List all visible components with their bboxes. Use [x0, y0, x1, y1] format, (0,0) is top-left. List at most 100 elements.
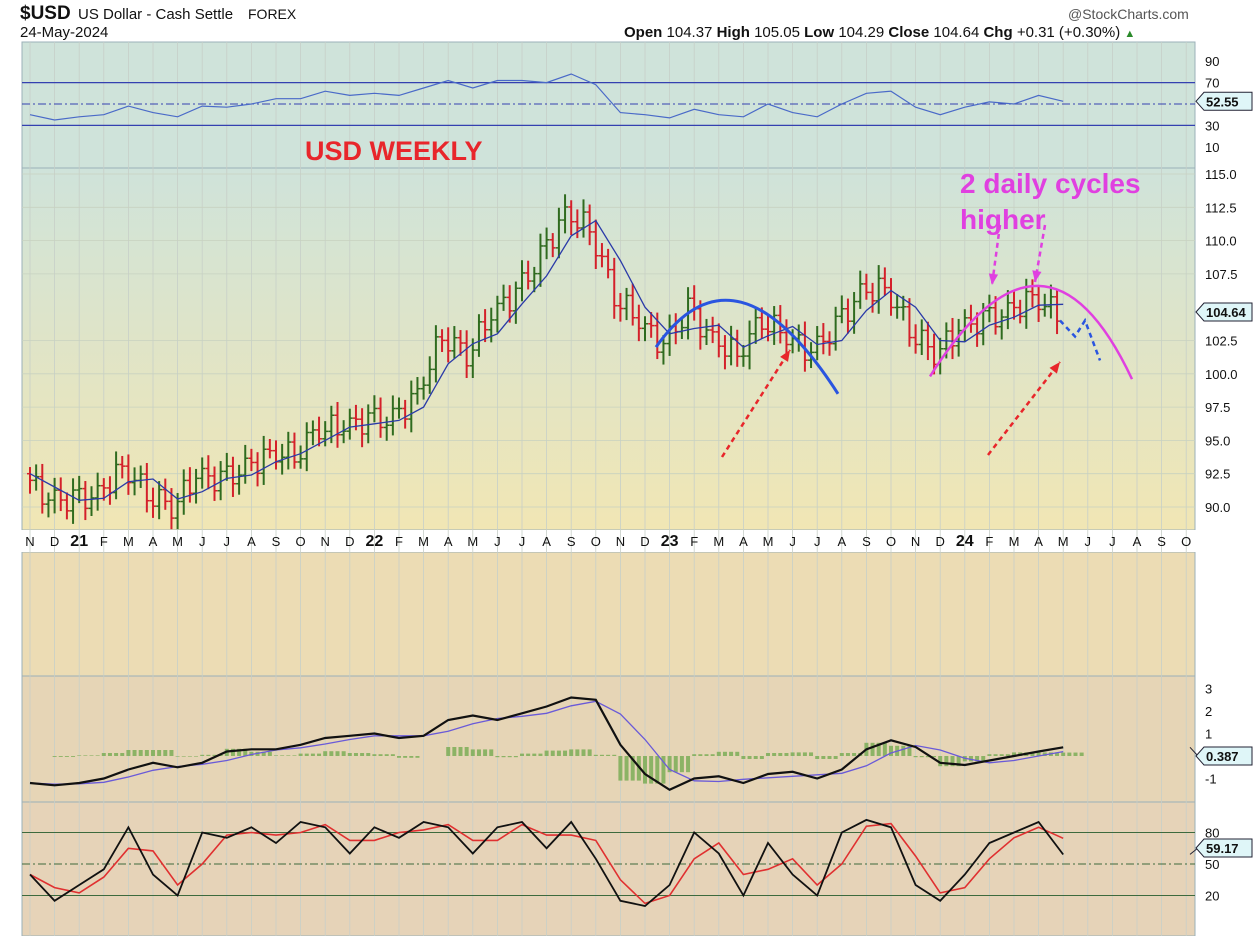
chg-value: +0.31 (+0.30%) [1016, 24, 1121, 41]
rsi-panel [21, 41, 1196, 169]
x-tick-label: O [591, 534, 601, 549]
x-tick-label: S [567, 534, 576, 549]
macd-line [29, 696, 1064, 792]
blank-panel [21, 551, 1196, 677]
x-tick-label: A [739, 534, 748, 549]
arrow-head-icon [1049, 362, 1060, 374]
x-tick-label: A [542, 534, 551, 549]
x-tick-label: N [911, 534, 920, 549]
stoch-tick: 20 [1205, 889, 1219, 904]
x-tick-label: 24 [956, 533, 974, 550]
macd-signal-line [29, 700, 1064, 785]
rsi-last-tag [1195, 91, 1253, 111]
instrument-name: US Dollar - Cash Settle [78, 6, 234, 23]
x-tick-label: J [519, 534, 526, 549]
price-tick: 107.5 [1205, 267, 1238, 282]
x-tick-label: A [247, 534, 256, 549]
price-tick: 102.5 [1205, 334, 1238, 349]
x-tick-label: S [1157, 534, 1166, 549]
x-tick-label: F [395, 534, 403, 549]
x-tick-label: A [837, 534, 846, 549]
arrow-head-icon [988, 273, 999, 285]
macd-last-tag [1195, 746, 1253, 766]
macd-tick: 3 [1205, 682, 1212, 697]
rsi-last: 52.55 [1206, 94, 1239, 109]
price-last: 104.64 [1206, 305, 1247, 320]
high-value: 105.05 [754, 24, 800, 41]
brand-logo[interactable]: @StockCharts.com [1068, 6, 1189, 22]
price-tick: 95.0 [1205, 433, 1230, 448]
x-tick-label: J [494, 534, 501, 549]
price-tick: 92.5 [1205, 467, 1230, 482]
close-label: Close [888, 24, 930, 41]
x-tick-label: M [1058, 534, 1069, 549]
x-tick-label: O [1181, 534, 1191, 549]
rsi-tick: 70 [1205, 76, 1219, 91]
x-tick-label: 22 [366, 533, 384, 550]
x-tick-label: J [199, 534, 206, 549]
stoch-panel [21, 801, 1196, 936]
macd-tick: -1 [1205, 772, 1217, 787]
x-tick-label: J [1109, 534, 1116, 549]
arrow-head-icon [1032, 270, 1042, 282]
x-tick-label: N [25, 534, 34, 549]
stoch-last: 59.17 [1206, 841, 1239, 856]
x-tick-label: J [789, 534, 796, 549]
x-tick-label: 21 [70, 533, 88, 550]
moving-average-line [29, 219, 1064, 501]
stoch-line [29, 818, 1064, 907]
x-tick-label: M [713, 534, 724, 549]
x-tick-label: J [1085, 534, 1092, 549]
price-tick: 112.5 [1205, 200, 1237, 215]
rsi-line [29, 73, 1064, 121]
x-tick-label: O [886, 534, 896, 549]
x-tick-label: D [345, 534, 354, 549]
note-line1: 2 daily cycles [960, 168, 1141, 199]
stoch-tick: 80 [1205, 826, 1219, 841]
title-annotation: USD WEEKLY [305, 136, 483, 166]
stoch-last-tag [1195, 838, 1253, 858]
x-tick-label: M [763, 534, 774, 549]
x-tick-label: D [50, 534, 59, 549]
stoch-tick: 50 [1205, 857, 1219, 872]
dashed-arrow [987, 361, 1061, 456]
arrow-head-icon [780, 350, 790, 362]
x-tick-label: A [444, 534, 453, 549]
blue-cycle-arc [654, 298, 840, 395]
price-tick: 110.0 [1205, 234, 1237, 249]
x-tick-label: 23 [661, 533, 679, 550]
chg-label: Chg [983, 24, 1013, 41]
x-tick-label: S [272, 534, 281, 549]
open-label: Open [624, 24, 663, 41]
exchange: FOREX [248, 6, 297, 22]
low-label: Low [804, 24, 835, 41]
note-line2: higher [960, 204, 1046, 235]
stoch-signal-line [29, 822, 1064, 905]
x-tick-label: J [814, 534, 821, 549]
projection-dashed-line [1059, 317, 1102, 361]
low-value: 104.29 [838, 24, 885, 41]
x-tick-label: M [467, 534, 478, 549]
price-tick: 115.0 [1205, 167, 1237, 182]
macd-tick: 1 [1205, 727, 1212, 742]
x-tick-label: F [985, 534, 993, 549]
dashed-arrow [990, 224, 1002, 286]
magenta-cycle-arc [928, 284, 1134, 380]
x-tick-label: M [172, 534, 183, 549]
high-label: High [716, 24, 750, 41]
x-tick-label: M [1009, 534, 1020, 549]
price-last-tag [1195, 302, 1253, 322]
x-tick-label: D [936, 534, 945, 549]
x-tick-label: O [296, 534, 306, 549]
x-tick-label: A [1133, 534, 1142, 549]
rsi-tick: 30 [1205, 118, 1219, 133]
macd-panel [21, 675, 1196, 803]
ohlc-summary: Open 104.37 High 105.05 Low 104.29 Close… [624, 24, 1135, 41]
rsi-tick: 10 [1205, 140, 1219, 155]
price-tick: 100.0 [1205, 367, 1238, 382]
x-tick-label: S [862, 534, 871, 549]
x-tick-label: N [321, 534, 330, 549]
price-tick: 90.0 [1205, 500, 1230, 515]
